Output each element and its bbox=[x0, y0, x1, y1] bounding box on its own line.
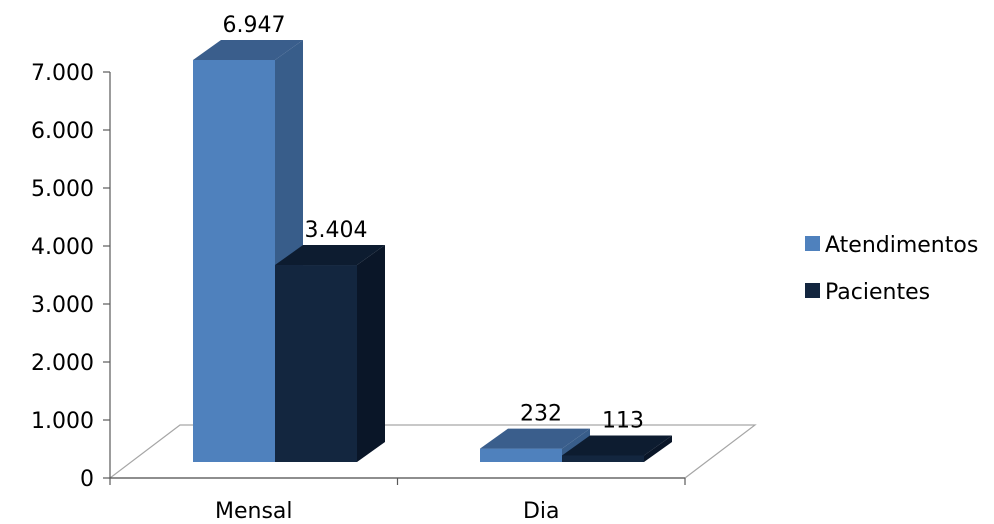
bar-top-face bbox=[193, 40, 303, 60]
bar-pacientes-dia bbox=[562, 435, 672, 462]
y-tick-label: 3.000 bbox=[31, 293, 94, 318]
y-tick-label: 4.000 bbox=[31, 235, 94, 260]
legend-label: Pacientes bbox=[825, 280, 930, 305]
x-axis-ticks: Mensal Dia bbox=[109, 478, 686, 524]
bar-front-face bbox=[562, 455, 644, 462]
x-category-label: Dia bbox=[523, 499, 560, 524]
bar-top-face bbox=[562, 435, 672, 456]
legend-swatch bbox=[805, 236, 820, 251]
legend: Atendimentos Pacientes bbox=[805, 233, 978, 305]
data-label: 3.404 bbox=[305, 218, 368, 243]
bar-front-face bbox=[193, 60, 275, 462]
bar-side-face bbox=[357, 245, 385, 462]
data-label: 232 bbox=[520, 402, 562, 427]
bar-side-face bbox=[644, 435, 672, 462]
y-tick-label: 7.000 bbox=[31, 61, 94, 86]
y-axis-ticks: 0 1.000 2.000 3.000 4.000 5.000 6.000 7.000 bbox=[31, 61, 110, 492]
bar-series bbox=[193, 40, 672, 462]
y-tick-label: 5.000 bbox=[31, 177, 94, 202]
legend-swatch bbox=[805, 283, 820, 298]
y-tick-label: 0 bbox=[80, 467, 94, 492]
y-tick-label: 2.000 bbox=[31, 351, 94, 376]
bar-top-face bbox=[275, 245, 385, 266]
legend-label: Atendimentos bbox=[825, 233, 978, 258]
y-tick-label: 1.000 bbox=[31, 409, 94, 434]
legend-item-pacientes: Pacientes bbox=[805, 280, 930, 305]
data-labels: 6.947 3.404 232 113 bbox=[223, 13, 644, 433]
legend-item-atendimentos: Atendimentos bbox=[805, 233, 978, 258]
bar-pacientes-mensal bbox=[275, 245, 385, 462]
x-category-label: Mensal bbox=[215, 499, 293, 524]
data-label: 6.947 bbox=[223, 13, 286, 38]
bar-front-face bbox=[480, 448, 562, 462]
bar-top-face bbox=[480, 428, 590, 449]
bar-front-face bbox=[275, 265, 357, 462]
data-label: 113 bbox=[602, 408, 644, 433]
y-tick-label: 6.000 bbox=[31, 119, 94, 144]
